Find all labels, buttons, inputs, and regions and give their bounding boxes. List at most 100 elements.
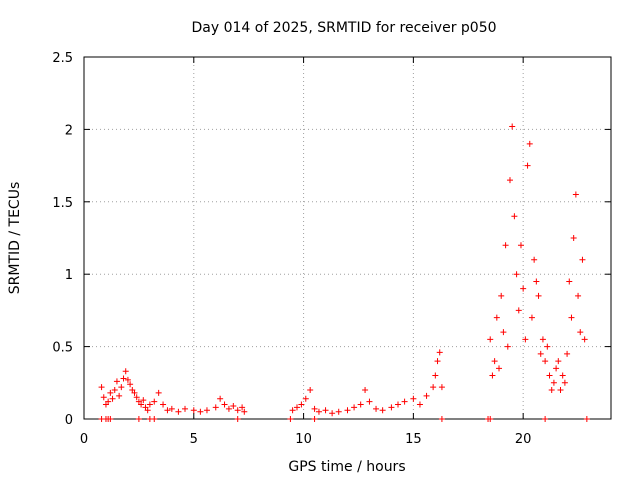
data-point [436, 349, 443, 356]
data-point [293, 404, 300, 411]
data-point [107, 416, 114, 422]
data-point [329, 410, 336, 417]
data-point [487, 336, 494, 343]
data-point [544, 343, 551, 350]
data-point [311, 405, 318, 412]
data-point [513, 271, 520, 278]
data-point [135, 416, 142, 422]
data-point [302, 395, 309, 402]
data-point [555, 358, 562, 365]
data-point [182, 405, 189, 412]
data-point [190, 407, 197, 414]
data-point [100, 394, 107, 401]
y-tick-label: 1.5 [52, 196, 73, 211]
data-point [531, 256, 538, 263]
data-point [357, 401, 364, 408]
data-point [388, 404, 395, 411]
data-point [120, 375, 127, 382]
data-point [559, 372, 566, 379]
data-point [239, 404, 246, 411]
data-point [234, 407, 241, 414]
data-point [491, 358, 498, 365]
data-point [570, 235, 577, 241]
data-point [122, 368, 129, 375]
data-point [583, 416, 590, 422]
data-point [566, 278, 573, 285]
data-point [522, 336, 529, 343]
y-tick-label: 2.5 [52, 51, 73, 66]
data-point [438, 384, 445, 391]
data-point [234, 416, 241, 422]
data-point [434, 358, 441, 365]
data-point [487, 416, 494, 422]
data-point [430, 384, 437, 391]
data-point [144, 407, 151, 414]
data-point [241, 408, 248, 415]
data-point [127, 381, 134, 388]
data-point [362, 387, 369, 394]
data-point [515, 307, 522, 314]
data-point [561, 379, 568, 386]
y-tick-label: 0 [65, 413, 73, 428]
data-point [526, 140, 533, 147]
data-point [577, 329, 584, 336]
data-point [537, 350, 544, 357]
x-tick-label: 0 [80, 432, 88, 447]
data-point [111, 387, 118, 394]
data-point [423, 392, 430, 399]
data-point [496, 365, 503, 372]
data-point [401, 398, 408, 405]
x-tick-label: 15 [405, 432, 422, 447]
data-point [528, 314, 535, 321]
data-point [335, 408, 342, 415]
x-axis-label: GPS time / hours [288, 459, 405, 475]
data-point [511, 213, 518, 220]
data-point [225, 405, 232, 412]
y-axis-label: SRMTID / TECUs [7, 182, 23, 295]
data-point [221, 401, 228, 408]
data-point [217, 395, 224, 402]
data-point [168, 405, 175, 412]
data-point [160, 401, 167, 408]
data-point [546, 372, 553, 379]
data-point [395, 401, 402, 408]
data-point [524, 162, 531, 169]
data-point [542, 358, 549, 365]
data-point [322, 407, 329, 414]
data-point [581, 336, 588, 343]
data-point [553, 365, 560, 372]
data-point [140, 397, 147, 404]
data-point [432, 372, 439, 379]
data-point [151, 416, 158, 422]
y-tick-label: 2 [65, 123, 73, 138]
data-point [366, 398, 373, 405]
data-point [506, 177, 513, 184]
data-point [151, 398, 158, 405]
data-point [564, 350, 571, 357]
data-point [138, 401, 145, 408]
data-point [379, 407, 386, 414]
data-point [493, 314, 500, 321]
data-point [438, 416, 445, 422]
x-tick-label: 5 [190, 432, 198, 447]
data-point [118, 384, 125, 391]
data-point [105, 398, 112, 405]
y-axis: 0 0.5 1 1.5 2 2.5 [52, 51, 611, 428]
data-point [287, 416, 294, 422]
data-point [410, 395, 417, 402]
data-point [416, 401, 423, 408]
data-point [489, 372, 496, 379]
data-point [351, 404, 358, 411]
data-point [131, 389, 138, 396]
data-point [548, 387, 555, 394]
data-point [535, 292, 542, 299]
chart-title: Day 014 of 2025, SRMTID for receiver p05… [191, 20, 496, 36]
data-point [164, 407, 171, 414]
data-point [520, 285, 527, 292]
data-point [203, 407, 210, 414]
data-point [197, 408, 204, 415]
data-point [539, 336, 546, 343]
data-point [579, 256, 586, 263]
data-point [517, 242, 524, 249]
